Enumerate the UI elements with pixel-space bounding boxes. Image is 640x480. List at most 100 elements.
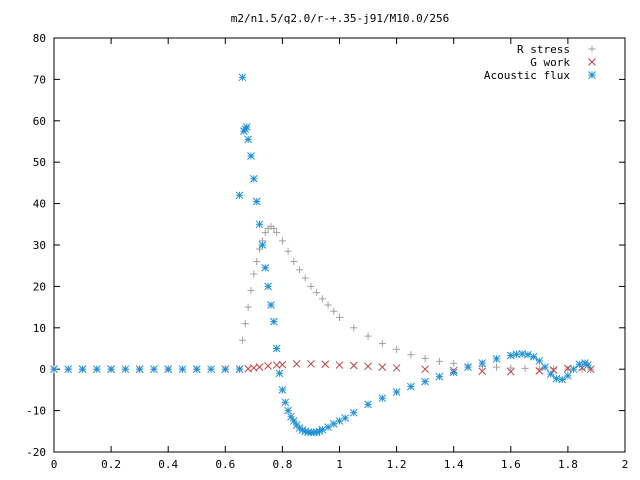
y-tick-label: 70 [33,73,46,86]
data-point [292,359,301,368]
data-point [392,364,401,372]
data-point [318,295,326,303]
data-point [421,377,430,386]
data-point [247,287,255,295]
data-point [541,363,549,371]
legend-marker [588,71,596,79]
data-point [318,425,327,434]
data-point [238,73,247,82]
x-tick-label: 1.8 [558,458,578,471]
x-tick-label: 1.4 [444,458,464,471]
data-point [546,370,555,379]
data-point [261,263,270,272]
data-point [535,367,544,375]
data-point [364,332,372,340]
data-point [178,365,187,374]
data-point [378,394,387,403]
data-point [407,351,415,359]
chart-title: m2/n1.5/q2.0/r-+.35-j91/M10.0/256 [231,12,450,25]
legend-marker [588,58,596,66]
data-point [450,359,458,367]
data-point [275,369,284,378]
y-tick-label: 80 [33,32,46,45]
data-point [449,368,458,377]
data-point [135,365,144,374]
data-point [421,365,430,374]
x-tick-label: 0 [51,458,58,471]
data-point [256,245,264,253]
y-tick-label: -20 [26,446,46,459]
legend-label: G work [530,56,570,69]
legend-label: Acoustic flux [484,69,570,82]
data-point [378,363,387,371]
data-point [269,317,278,326]
x-tick-label: 1 [336,458,343,471]
data-point [364,362,372,371]
data-point [507,364,515,372]
y-tick-label: 30 [33,239,46,252]
y-tick-label: 40 [33,198,46,211]
y-tick-label: 60 [33,115,46,128]
data-point [364,400,372,409]
data-point [558,375,567,384]
data-point [284,247,292,255]
data-point [464,363,472,371]
data-point [435,372,444,381]
data-point [407,382,415,391]
data-point [313,289,321,297]
data-point [272,344,281,353]
plot-frame [53,37,626,453]
data-point [238,336,246,344]
x-tick-label: 2 [622,458,629,471]
data-point [392,388,401,396]
data-point [289,417,298,425]
data-point [250,270,258,278]
data-point [307,359,315,368]
y-tick-label: 10 [33,322,46,335]
data-point [221,365,230,374]
data-point [261,229,269,237]
data-point [350,324,358,332]
data-point [242,123,251,131]
data-point [287,412,295,421]
data-point [421,354,429,362]
data-point [301,274,309,282]
data-point [290,258,298,266]
data-point [273,229,281,237]
data-point [207,365,215,374]
data-point [50,365,58,374]
data-point [235,365,244,374]
data-point [241,320,249,328]
data-point [249,174,258,183]
data-point [330,307,338,315]
x-tick-label: 0.4 [158,458,178,471]
data-point [521,364,529,372]
legend-label: R stress [517,43,570,56]
data-point [267,301,275,309]
data-point [164,365,173,374]
data-point [78,365,87,374]
data-point [578,364,587,372]
y-tick-label: -10 [26,405,46,418]
data-point [244,135,252,144]
data-point [492,354,501,363]
data-point [278,237,286,245]
data-point [284,406,292,415]
data-point [349,408,358,417]
data-point [244,303,252,311]
data-point [341,414,350,422]
data-point [336,313,343,321]
data-point [478,367,487,376]
data-point [281,398,290,407]
series-2 [50,73,592,437]
data-point [549,366,558,374]
data-point [296,266,304,274]
data-point [307,282,315,290]
data-point [150,365,158,374]
data-point [324,301,332,309]
y-tick-label: 50 [33,156,46,169]
data-point [92,365,101,374]
y-tick-label: 20 [33,280,46,293]
